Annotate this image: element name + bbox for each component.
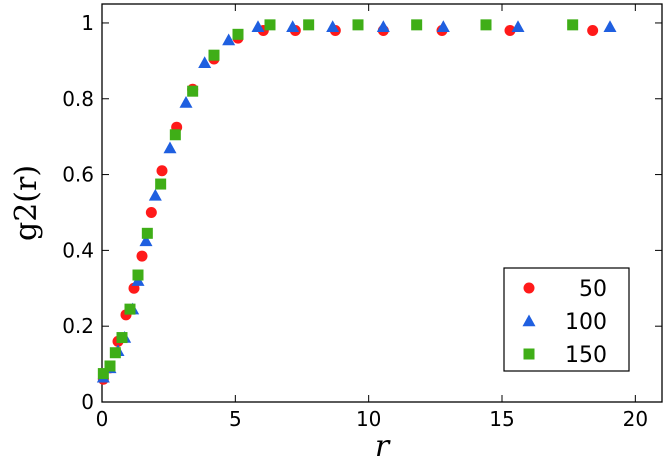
x-tick-label: 20 xyxy=(623,407,648,431)
data-point-square xyxy=(232,28,244,40)
data-point-circle xyxy=(136,250,148,262)
x-axis-label: r xyxy=(375,429,391,462)
legend-marker-square xyxy=(523,348,535,360)
data-point-square xyxy=(303,19,315,31)
data-point-triangle xyxy=(163,141,177,154)
data-point-square xyxy=(567,19,579,31)
y-tick-label: 0.4 xyxy=(62,238,94,262)
data-point-triangle xyxy=(251,20,265,32)
data-point-square xyxy=(104,360,116,372)
data-point-circle xyxy=(145,206,157,218)
data-point-square xyxy=(132,269,144,281)
data-point-triangle xyxy=(148,188,162,201)
data-point-circle xyxy=(156,165,168,177)
data-point-triangle xyxy=(376,20,390,32)
y-tick-label: 0.6 xyxy=(62,163,94,187)
data-point-triangle xyxy=(436,20,450,32)
data-point-triangle xyxy=(286,20,300,32)
data-point-square xyxy=(97,368,109,380)
y-axis-label: g2(r) xyxy=(9,165,44,241)
data-point-square xyxy=(155,178,167,190)
data-point-square xyxy=(187,85,199,97)
data-point-square xyxy=(169,129,181,141)
data-point-square xyxy=(264,19,276,31)
data-point-circle xyxy=(504,25,516,37)
data-point-square xyxy=(141,227,153,239)
legend-label: 50 xyxy=(579,277,607,302)
legend-marker-circle xyxy=(523,282,535,294)
legend-marker-triangle xyxy=(522,314,536,327)
legend-label: 150 xyxy=(565,343,607,368)
plot-frame xyxy=(101,3,663,403)
x-tick-label: 0 xyxy=(96,407,109,431)
y-tick-label: 0.8 xyxy=(62,87,94,111)
data-point-square xyxy=(208,49,220,61)
data-point-triangle xyxy=(198,56,212,68)
data-point-triangle xyxy=(603,20,617,32)
y-tick-label: 0.2 xyxy=(62,314,94,338)
data-point-square xyxy=(116,332,128,344)
data-point-triangle xyxy=(222,33,236,46)
data-point-triangle xyxy=(326,20,340,32)
data-point-triangle xyxy=(139,234,153,247)
x-tick-label: 10 xyxy=(356,407,381,431)
y-tick-label: 1 xyxy=(81,11,94,35)
plot-area: 0 5 10 15 20 0 0.2 0.4 0.6 0.8 1 r g2(r) 50 100 150 xyxy=(9,3,663,462)
legend-label: 100 xyxy=(565,310,607,335)
x-tick-label: 15 xyxy=(489,407,514,431)
data-point-square xyxy=(352,19,364,31)
data-point-square xyxy=(124,303,136,315)
data-point-square xyxy=(411,19,423,31)
x-tick-label: 5 xyxy=(229,407,242,431)
data-point-square xyxy=(480,19,492,31)
data-point-square xyxy=(109,347,121,359)
data-point-triangle xyxy=(179,96,193,108)
data-point-circle xyxy=(587,25,599,37)
data-point-triangle xyxy=(511,20,525,32)
y-tick-label: 0 xyxy=(81,390,94,414)
